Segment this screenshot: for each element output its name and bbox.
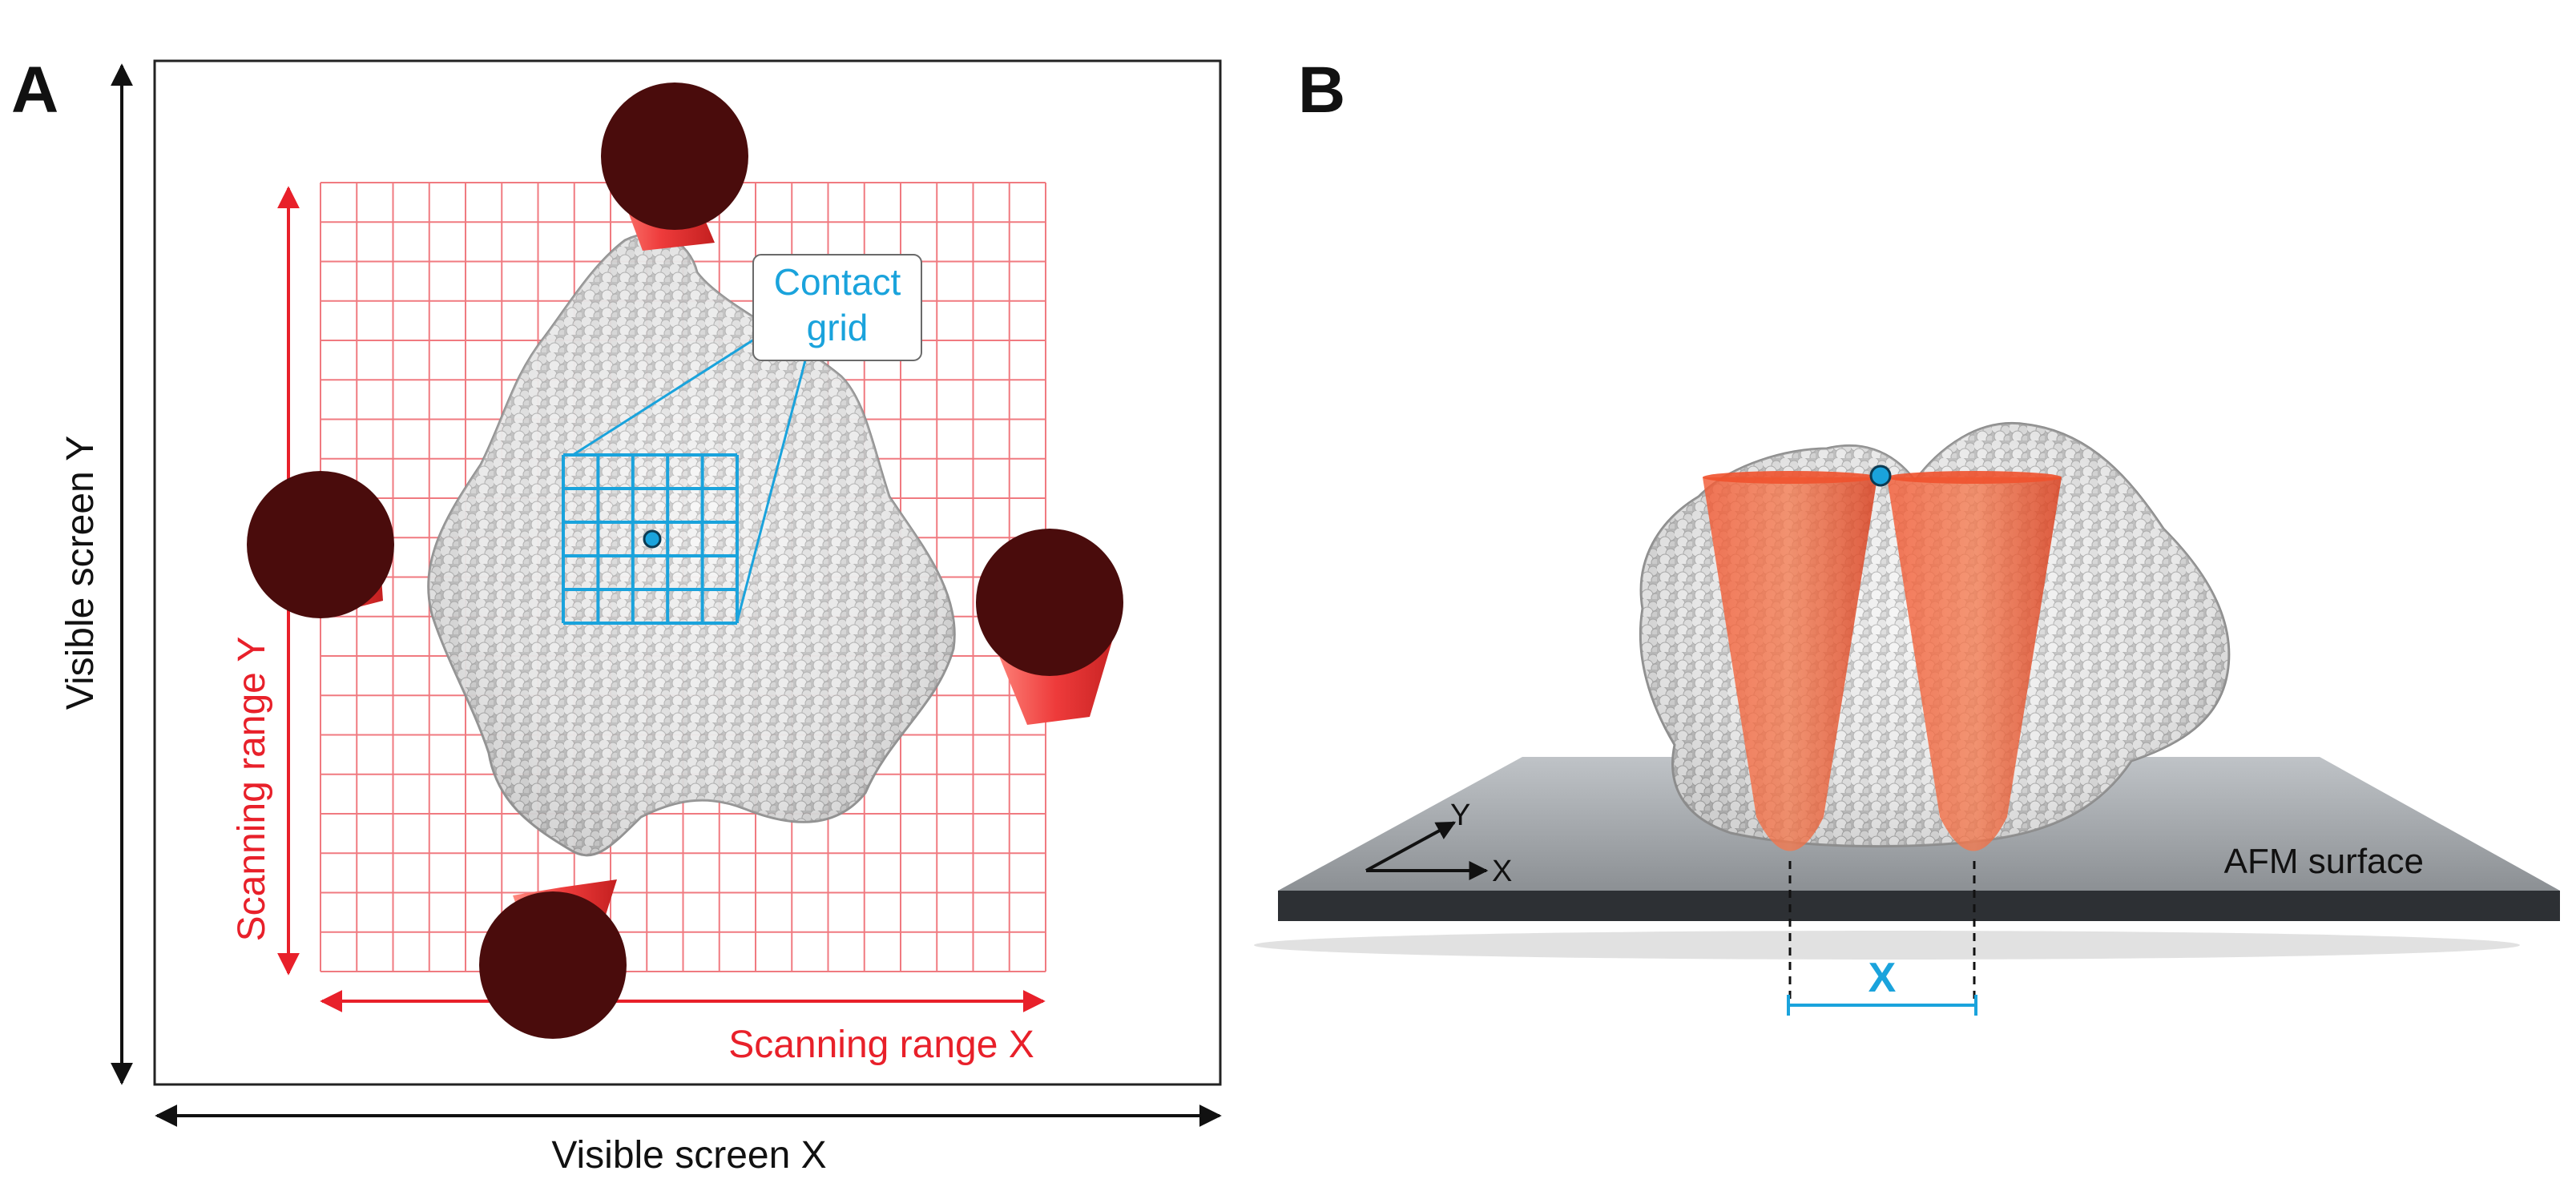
axis-y-arrow [1365, 821, 1457, 872]
callout-leader-left [572, 331, 766, 457]
scanning-range-y-label: Scanning range Y [231, 637, 273, 942]
protein-top-view [427, 232, 956, 857]
contact-grid-callout-line1: Contact [774, 261, 901, 303]
afm-tip-cone-right [1887, 471, 2062, 851]
panel-a: A Visible screen Y Visible screen X Scan… [11, 54, 1222, 1177]
visible-screen-y-label: Visible screen Y [59, 436, 102, 710]
distance-label: X [1869, 955, 1897, 1001]
afm-tip-right [976, 529, 1123, 725]
afm-surface-label: AFM surface [2224, 842, 2424, 881]
panel-a-letter: A [11, 54, 58, 127]
contact-grid [562, 453, 739, 625]
scanning-range-x-label: Scanning range X [728, 1024, 1034, 1066]
axis-x-label: X [1492, 855, 1512, 888]
panel-b-letter: B [1298, 54, 1345, 127]
axis-y-label: Y [1450, 799, 1470, 832]
visible-screen-x-label: Visible screen X [551, 1134, 826, 1177]
panel-b: B AFM surface Y X [1254, 54, 2560, 1016]
callout-leader-right [736, 360, 807, 622]
contact-grid-callout-line2: grid [807, 307, 869, 348]
contact-point-dot [643, 529, 662, 549]
afm-tip-left [247, 471, 394, 618]
afm-tip-bottom [479, 879, 627, 1039]
contact-grid-callout-box [752, 254, 922, 361]
afm-tip-top [601, 82, 748, 251]
contact-point-dot-side [1869, 465, 1892, 487]
afm-tip-cone-left [1703, 471, 1877, 851]
